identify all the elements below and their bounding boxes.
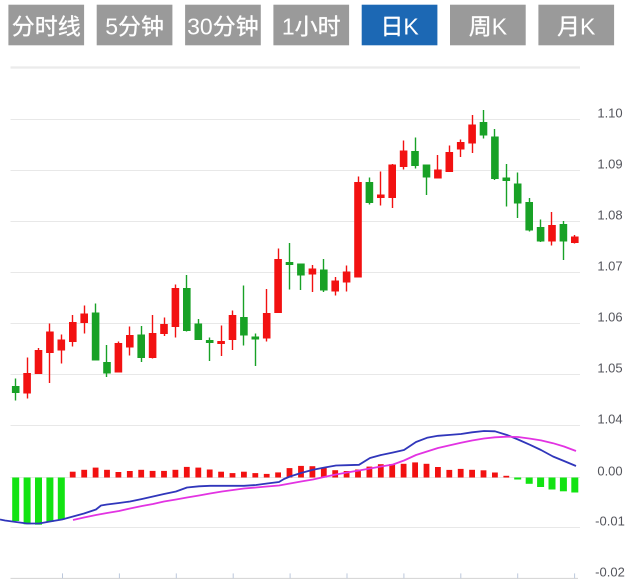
svg-text:1.05: 1.05 bbox=[597, 361, 622, 376]
svg-text:1: 1 bbox=[282, 14, 295, 40]
svg-text:1.09: 1.09 bbox=[597, 157, 622, 172]
svg-text:-0.02: -0.02 bbox=[595, 564, 625, 579]
svg-text:1.10: 1.10 bbox=[597, 106, 622, 121]
svg-text:K: K bbox=[403, 14, 419, 40]
svg-text:1.06: 1.06 bbox=[597, 310, 622, 325]
svg-text:1.07: 1.07 bbox=[597, 259, 622, 274]
svg-text:1.08: 1.08 bbox=[597, 208, 622, 223]
svg-text:1.04: 1.04 bbox=[597, 412, 622, 427]
svg-text:K: K bbox=[580, 14, 596, 40]
svg-text:30: 30 bbox=[187, 14, 213, 40]
svg-text:0.00: 0.00 bbox=[597, 464, 622, 479]
svg-text:5: 5 bbox=[105, 14, 118, 40]
svg-text:-0.01: -0.01 bbox=[595, 514, 625, 529]
svg-text:K: K bbox=[492, 14, 508, 40]
